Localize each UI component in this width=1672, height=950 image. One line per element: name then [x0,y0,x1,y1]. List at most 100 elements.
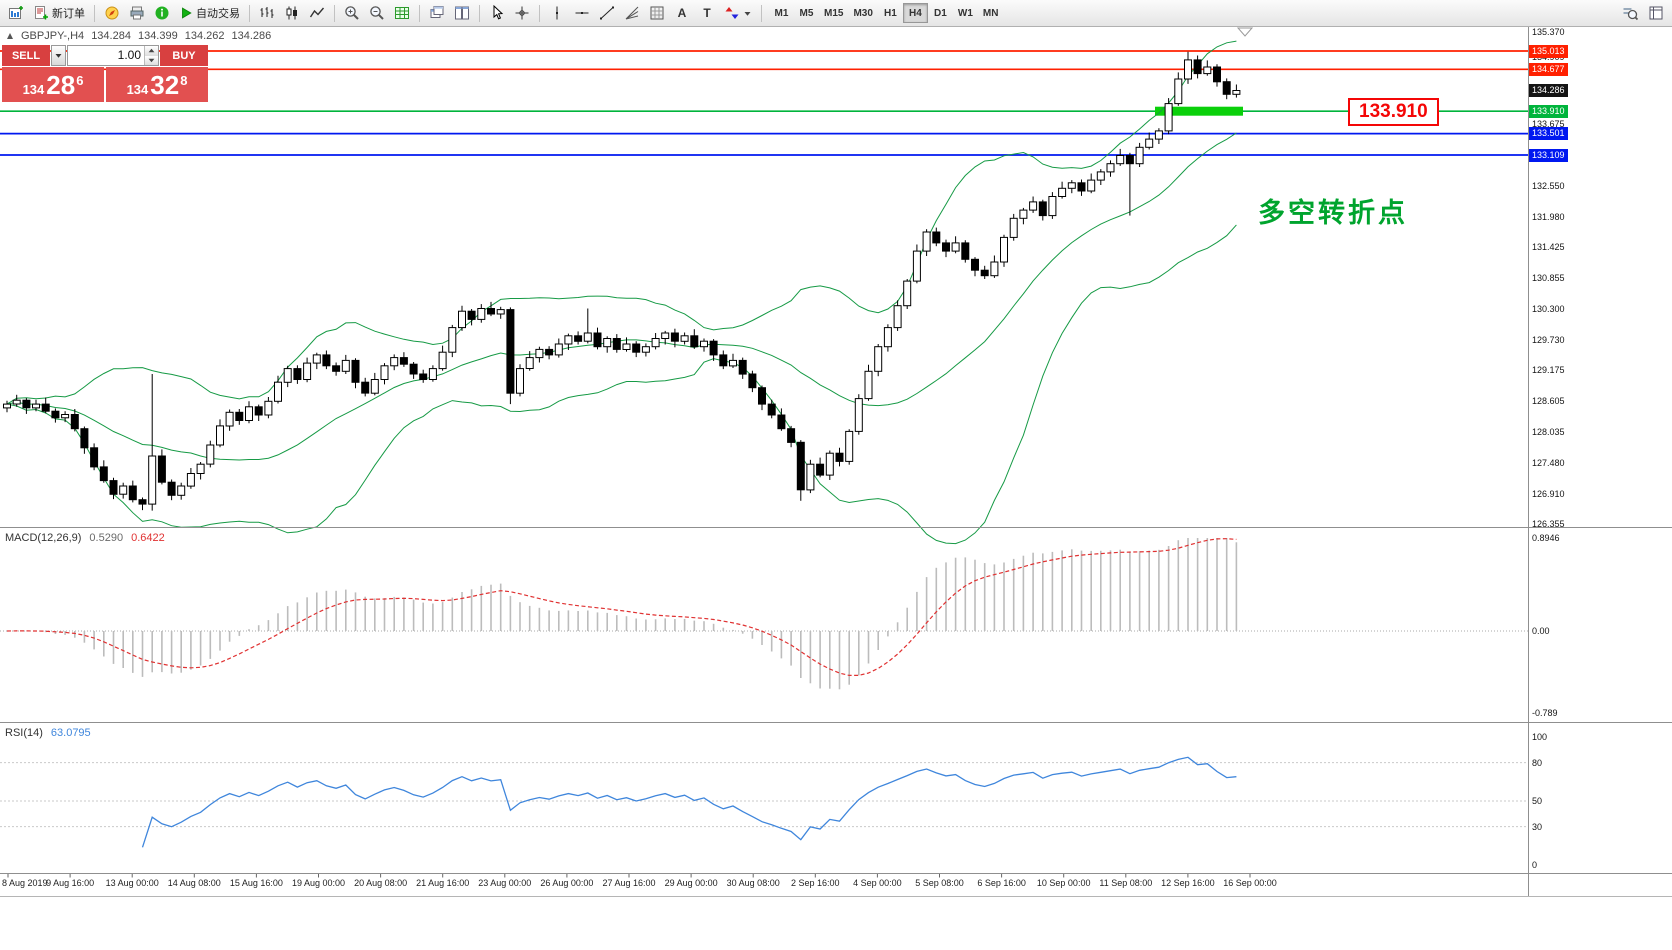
rsi-axis-label: 80 [1532,757,1543,768]
timeframe-button-m15[interactable]: M15 [824,7,844,19]
time-axis-label: 10 Sep 00:00 [1036,878,1091,888]
info-button[interactable] [150,2,174,24]
toolbar-separator [479,4,480,22]
macd-value-main: 0.5290 [89,532,124,544]
volume-down-icon[interactable] [145,55,158,65]
sell-button[interactable]: SELL [2,45,50,66]
horizontal-line-icon [575,12,589,14]
trendline-icon [600,6,614,20]
bar-chart-button[interactable] [255,2,279,24]
line-chart-button[interactable] [305,2,329,24]
volume-input[interactable]: 1.00 [67,45,159,66]
chart-marker-icon [7,33,13,39]
new-chart-button[interactable] [4,2,28,24]
toolbar-separator [539,4,540,22]
zoom-out-button[interactable] [365,2,389,24]
time-axis-label: 2 Sep 16:00 [791,878,840,888]
print-button[interactable] [125,2,149,24]
fibonacci-tool-button[interactable] [620,2,644,24]
time-axis-label: 21 Aug 16:00 [416,878,470,888]
sell-price-big: 134 [22,81,45,97]
grid-icon [395,7,409,19]
crosshair-button[interactable] [510,2,534,24]
current-price-label: 134.286 [1529,84,1568,98]
trade-panel-controls: SELL 1.00 BUY [2,45,208,66]
macd-value-signal: 0.6422 [131,532,165,544]
text-a-icon: A [677,6,687,20]
time-axis-label: 12 Sep 16:00 [1161,878,1215,888]
ohlc-open: 134.284 [91,30,131,42]
timeframe-button-h4[interactable]: H4 [902,3,928,23]
timeframe-button-h1[interactable]: H1 [884,7,897,19]
price-callout: 133.910 [1348,98,1439,126]
trade-panel-prices: 134 28 6 134 32 8 [2,67,208,102]
zoom-out-icon [370,6,384,20]
ohlc-high: 134.399 [137,30,178,42]
chart-search-button[interactable] [1618,2,1642,24]
price-level-label: 134.677 [1529,62,1568,76]
compass-icon [105,6,119,20]
trendline-tool-button[interactable] [595,2,619,24]
price-axis-tick: 126.355 [1532,519,1565,529]
timeframe-button-m30[interactable]: M30 [853,7,873,19]
timeframe-button-w1[interactable]: W1 [957,7,973,19]
new-order-icon [35,6,48,20]
price-axis-tick: 131.980 [1532,211,1565,222]
candlestick-icon [286,6,297,20]
rsi-name: RSI(14) [5,727,43,739]
grid-button[interactable] [390,2,414,24]
chart-annotation: 多空转折点 [1258,198,1408,228]
time-axis-label: 11 Sep 08:00 [1099,878,1153,888]
price-axis-tick: 128.035 [1532,427,1565,438]
horizontal-line-tool-button[interactable] [570,2,594,24]
timeframe-button-mn[interactable]: MN [982,7,999,19]
volume-stepper[interactable] [144,46,158,65]
volume-up-icon[interactable] [145,46,158,56]
dropdown-caret-icon [744,11,751,16]
macd-axis-label: 0.8946 [1532,533,1560,543]
new-order-button[interactable]: 新订单 [29,2,89,24]
rsi-header: RSI(14) 63.0795 [5,727,91,739]
data-window-button[interactable] [1644,2,1668,24]
price-axis-tick: 130.300 [1532,303,1565,314]
time-axis-label: 9 Aug 16:00 [46,878,95,888]
buy-button[interactable]: BUY [160,45,208,66]
buy-price-fraction: 8 [180,72,188,88]
time-axis-label: 15 Aug 16:00 [229,878,283,888]
volume-value[interactable]: 1.00 [117,48,141,62]
tile-windows-button[interactable] [450,2,474,24]
arrows-tool-icon [725,7,739,19]
label-tool-button[interactable]: T [695,2,719,24]
arrows-tool-button[interactable] [720,2,756,24]
zoom-in-button[interactable] [340,2,364,24]
shapes-tool-button[interactable] [645,2,669,24]
vertical-line-tool-button[interactable] [545,2,569,24]
ohlc-close: 134.286 [231,30,272,42]
auto-trading-button[interactable]: 自动交易 [175,2,244,24]
sell-price-tile[interactable]: 134 28 6 [2,67,104,102]
time-axis-label: 20 Aug 08:00 [354,878,408,888]
buy-price-tile[interactable]: 134 32 8 [106,67,208,102]
compass-button[interactable] [100,2,124,24]
zoom-in-icon [345,6,359,20]
price-axis-tick: 129.175 [1532,364,1565,375]
buy-price-pips: 32 [150,69,180,100]
cascade-windows-button[interactable] [425,2,449,24]
cursor-button[interactable] [485,2,509,24]
timeframe-button-d1[interactable]: D1 [934,7,947,19]
tile-windows-icon [455,6,469,20]
candlestick-chart-button[interactable] [280,2,304,24]
order-type-dropdown[interactable] [51,45,66,66]
rsi-axis-label: 50 [1532,796,1543,806]
text-tool-button[interactable]: A [670,2,694,24]
chart-search-icon [1623,8,1638,21]
time-axis-label: 30 Aug 08:00 [726,878,780,888]
auto-trading-label: 自动交易 [196,8,240,20]
timeframe-button-m1[interactable]: M1 [774,7,789,19]
timeframe-button-m5[interactable]: M5 [799,7,814,19]
time-axis-label: 13 Aug 00:00 [105,878,159,888]
cursor-icon [493,5,504,20]
time-axis-label: 23 Aug 00:00 [478,878,532,888]
